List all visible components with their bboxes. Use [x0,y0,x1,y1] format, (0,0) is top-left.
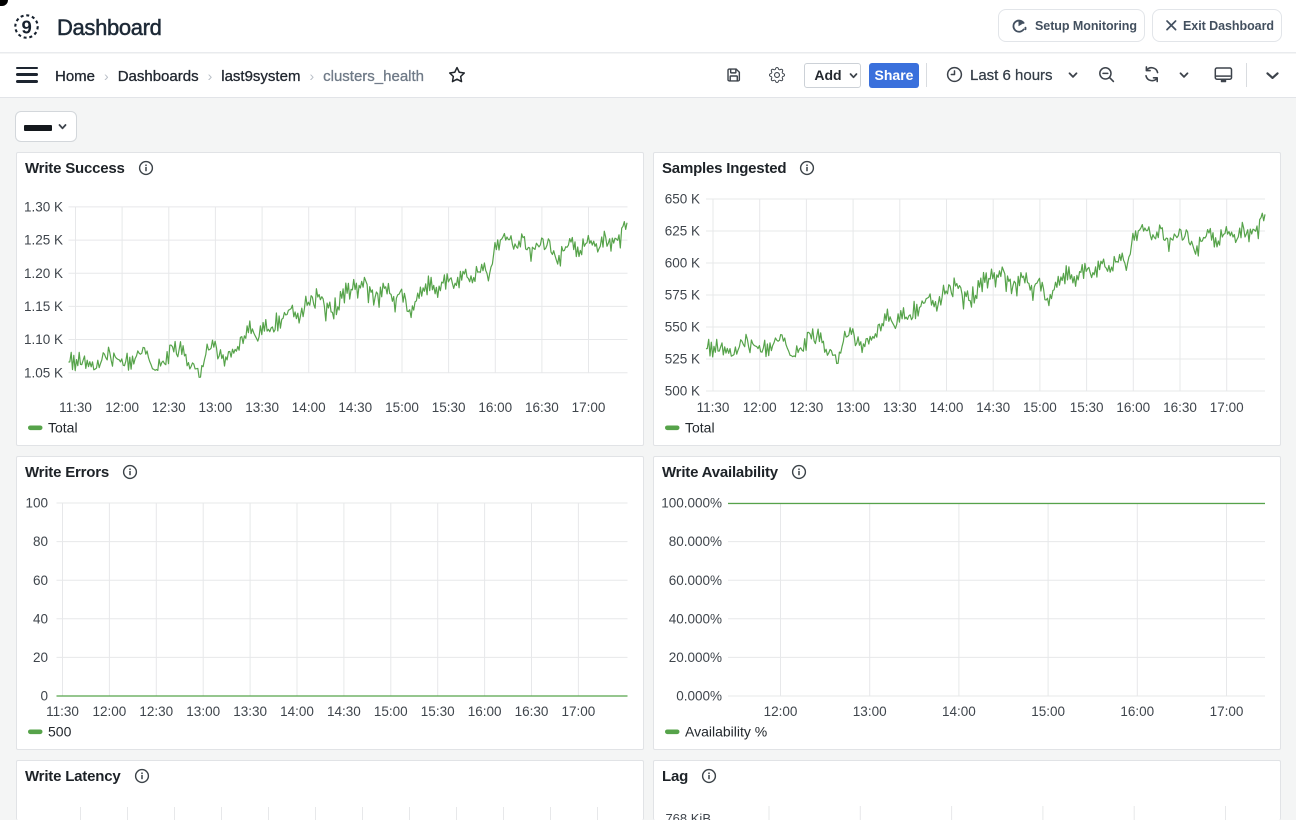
svg-text:12:30: 12:30 [152,400,186,415]
svg-text:17:00: 17:00 [1210,400,1244,415]
svg-text:13:00: 13:00 [186,704,220,719]
svg-text:15:30: 15:30 [1070,400,1104,415]
svg-text:12:00: 12:00 [93,704,127,719]
svg-text:16:00: 16:00 [1120,704,1154,719]
svg-text:Total: Total [48,420,78,436]
svg-text:1.15 K: 1.15 K [24,299,63,314]
svg-text:768 KiB: 768 KiB [665,811,711,820]
svg-text:60: 60 [33,573,48,588]
svg-text:12:30: 12:30 [790,400,824,415]
svg-text:15:30: 15:30 [421,704,455,719]
svg-text:1.20 K: 1.20 K [24,266,63,281]
svg-text:1.30 K: 1.30 K [24,200,63,215]
svg-text:15:00: 15:00 [385,400,419,415]
svg-text:14:30: 14:30 [338,400,372,415]
svg-text:14:30: 14:30 [327,704,361,719]
svg-text:13:30: 13:30 [245,400,279,415]
svg-text:16:30: 16:30 [525,400,559,415]
svg-text:15:00: 15:00 [374,704,408,719]
svg-text:11:30: 11:30 [59,400,92,415]
svg-text:575 K: 575 K [665,288,700,303]
svg-text:60.000%: 60.000% [669,573,722,588]
svg-text:550 K: 550 K [665,320,700,335]
svg-text:14:00: 14:00 [942,704,976,719]
svg-text:500: 500 [48,724,72,740]
svg-text:0: 0 [40,689,48,704]
svg-text:40.000%: 40.000% [669,611,722,626]
svg-text:9: 9 [22,17,32,38]
svg-text:20: 20 [33,650,48,665]
svg-text:40: 40 [33,611,48,626]
svg-text:11:30: 11:30 [697,400,730,415]
svg-text:15:00: 15:00 [1023,400,1057,415]
svg-text:600 K: 600 K [665,256,700,271]
svg-text:12:30: 12:30 [139,704,173,719]
svg-text:16:00: 16:00 [468,704,502,719]
svg-text:16:30: 16:30 [1163,400,1197,415]
svg-text:14:00: 14:00 [930,400,964,415]
svg-text:15:00: 15:00 [1031,704,1065,719]
svg-text:16:00: 16:00 [478,400,512,415]
svg-text:80: 80 [33,534,48,549]
svg-text:80.000%: 80.000% [669,534,722,549]
svg-text:Availability %: Availability % [685,724,767,740]
svg-text:Total: Total [685,420,715,436]
svg-text:17:00: 17:00 [562,704,596,719]
svg-text:1.05 K: 1.05 K [24,365,63,380]
svg-text:13:30: 13:30 [233,704,267,719]
svg-text:100: 100 [25,496,48,511]
svg-text:525 K: 525 K [665,352,700,367]
svg-text:1.25 K: 1.25 K [24,233,63,248]
svg-text:15:30: 15:30 [432,400,466,415]
svg-text:13:00: 13:00 [836,400,870,415]
svg-text:625 K: 625 K [665,224,700,239]
svg-text:11:30: 11:30 [46,704,79,719]
svg-text:17:00: 17:00 [1210,704,1244,719]
svg-text:13:00: 13:00 [853,704,887,719]
svg-text:100.000%: 100.000% [661,496,722,511]
svg-text:14:30: 14:30 [976,400,1010,415]
svg-text:16:00: 16:00 [1116,400,1150,415]
svg-text:16:30: 16:30 [515,704,549,719]
svg-text:12:00: 12:00 [743,400,777,415]
svg-text:13:00: 13:00 [199,400,233,415]
svg-text:17:00: 17:00 [572,400,606,415]
svg-text:0.000%: 0.000% [676,689,722,704]
svg-text:500 K: 500 K [665,384,700,399]
svg-text:650 K: 650 K [665,192,700,207]
svg-text:12:00: 12:00 [764,704,798,719]
svg-text:14:00: 14:00 [292,400,326,415]
svg-text:14:00: 14:00 [280,704,314,719]
svg-text:12:00: 12:00 [105,400,139,415]
svg-text:1.10 K: 1.10 K [24,332,63,347]
svg-text:13:30: 13:30 [883,400,917,415]
svg-text:20.000%: 20.000% [669,650,722,665]
